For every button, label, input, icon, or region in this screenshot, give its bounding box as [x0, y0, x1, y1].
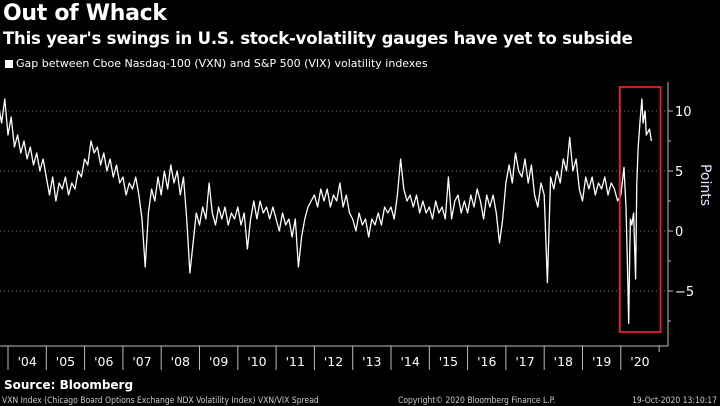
x-tick-label: '09 [209, 354, 228, 369]
source-note: Source: Bloomberg [4, 378, 134, 392]
x-tick-label: '06 [94, 354, 113, 369]
x-tick-label: '12 [324, 354, 343, 369]
legend-swatch [5, 59, 13, 68]
copyright: Copyright© 2020 Bloomberg Finance L.P. [398, 396, 556, 406]
series-line [0, 98, 653, 325]
y-tick-label: 0 [675, 225, 683, 240]
x-tick-label: '10 [247, 354, 266, 369]
x-tick-label: '05 [56, 354, 75, 369]
x-tick-label: '16 [477, 354, 496, 369]
legend-label: Gap between Cboe Nasdaq-100 (VXN) and S&… [16, 57, 428, 70]
chart-subtitle: This year's swings in U.S. stock-volatil… [3, 29, 633, 48]
x-tick-label: '04 [17, 354, 36, 369]
chart-title: Out of Whack [3, 1, 167, 26]
timestamp: 19-Oct-2020 13:10:17 [632, 396, 717, 406]
series-description: VXN Index (Chicago Board Options Exchang… [2, 396, 319, 406]
y-axis-label: Points [697, 164, 713, 206]
x-tick-label: '18 [554, 354, 573, 369]
x-tick-label: '20 [630, 354, 649, 369]
y-tick-label: 10 [675, 105, 692, 120]
highlight-box [618, 86, 662, 333]
x-tick-label: '19 [592, 354, 611, 369]
legend: Gap between Cboe Nasdaq-100 (VXN) and S&… [5, 57, 428, 70]
y-tick-label: −5 [675, 285, 694, 300]
x-tick-label: '08 [171, 354, 190, 369]
x-tick-label: '15 [439, 354, 458, 369]
x-tick-label: '13 [362, 354, 381, 369]
y-tick-label: 5 [675, 165, 683, 180]
x-tick-label: '14 [400, 354, 419, 369]
x-tick-label: '07 [132, 354, 151, 369]
x-tick-label: '11 [286, 354, 305, 369]
x-tick-label: '17 [515, 354, 534, 369]
